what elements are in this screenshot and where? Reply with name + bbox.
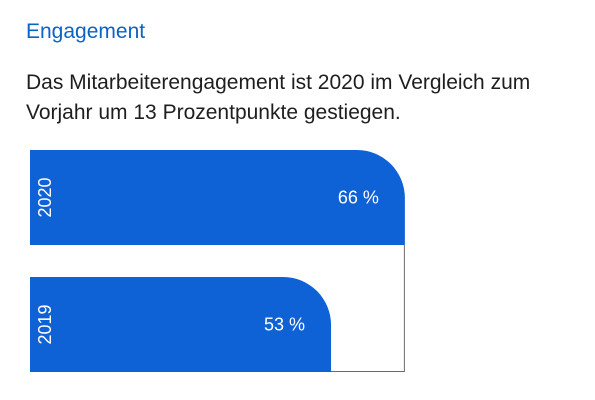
- bar-2020: [30, 150, 405, 245]
- chart-subtitle: Das Mitarbeiterengagement ist 2020 im Ve…: [26, 71, 531, 124]
- bar-value-label-2020: 66 %: [338, 188, 379, 208]
- bar-2019: [30, 277, 332, 372]
- year-label-2019: 2019: [35, 304, 55, 344]
- bar-value-label-2019: 53 %: [264, 315, 305, 335]
- bars-group: 66 % 2020 53 % 2019: [30, 150, 405, 372]
- chart-title: Engagement: [26, 20, 146, 43]
- year-label-2020: 2020: [35, 177, 55, 217]
